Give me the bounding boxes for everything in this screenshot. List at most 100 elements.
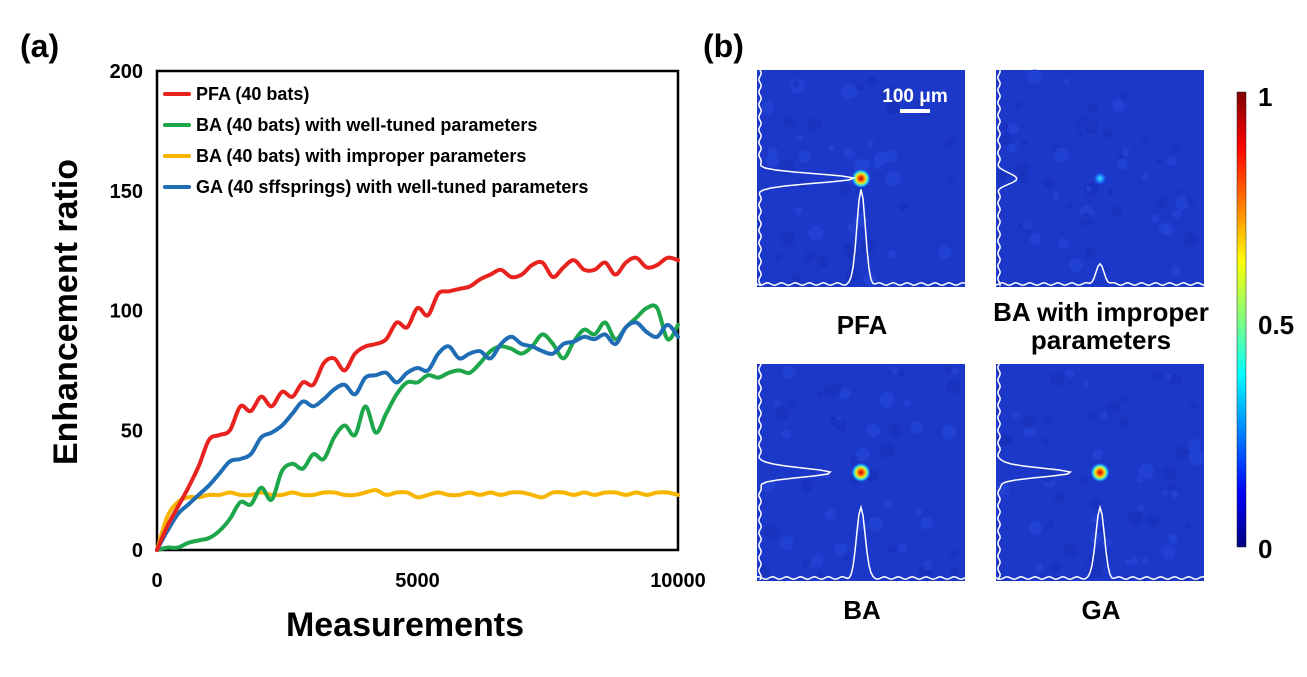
vertical-profile — [995, 262, 1205, 286]
speckle — [773, 399, 781, 407]
speckle — [845, 266, 861, 282]
intensity-maps — [756, 69, 1205, 581]
horizontal-profile — [997, 69, 1018, 287]
speckle — [812, 269, 819, 276]
speckle — [1112, 98, 1126, 112]
speckle — [808, 225, 824, 241]
speckle — [1150, 214, 1159, 223]
speckle — [890, 366, 899, 375]
speckle — [787, 399, 797, 409]
colorbar-label-max: 1 — [1258, 82, 1272, 112]
speckle — [1130, 556, 1139, 565]
speckle — [1173, 189, 1181, 196]
speckle — [1184, 521, 1192, 529]
speckle — [767, 146, 779, 157]
speckle — [884, 149, 898, 163]
speckle — [920, 516, 934, 530]
x-tick-labels: 0 5000 10000 — [151, 570, 705, 592]
scale-bar: 100 μm — [882, 86, 948, 113]
speckle — [879, 392, 895, 408]
speckle — [996, 170, 1008, 182]
speckle — [868, 516, 884, 532]
caption-pfa: PFA — [837, 310, 888, 340]
speckle — [915, 508, 923, 516]
speckle — [1127, 510, 1143, 526]
y-tick-label: 50 — [121, 420, 143, 442]
vertical-profile — [756, 504, 966, 580]
speckle — [1007, 143, 1017, 153]
line-chart: 0 50 100 150 200 0 5000 10000 PFA (40 bats) BA … — [47, 61, 706, 644]
speckle — [1121, 147, 1131, 157]
speckle — [910, 420, 924, 434]
speckle — [946, 379, 961, 395]
speckle — [1076, 116, 1087, 127]
speckle — [1041, 437, 1050, 446]
y-tick-labels: 0 50 100 150 200 — [110, 61, 143, 562]
speckle — [888, 423, 903, 438]
speckle — [1120, 92, 1127, 100]
speckle — [1142, 557, 1149, 565]
speckle — [1028, 521, 1043, 535]
speckle — [838, 182, 852, 196]
speckle — [887, 545, 896, 554]
speckle — [1053, 491, 1065, 503]
legend-label-0: PFA (40 bats) — [196, 84, 309, 104]
speckle — [839, 387, 852, 400]
speckle — [1053, 147, 1069, 163]
speckle — [1136, 476, 1144, 484]
horizontal-profile — [758, 363, 832, 581]
legend: PFA (40 bats) BA (40 bats) with well-tune… — [163, 84, 588, 197]
speckle — [855, 82, 865, 92]
speckle — [846, 248, 859, 261]
speckle — [828, 144, 836, 152]
speckle — [885, 101, 899, 114]
speckle — [1084, 247, 1096, 259]
speckle — [997, 433, 1011, 447]
speckle — [879, 444, 895, 459]
colorbar-label-mid: 0.5 — [1258, 310, 1294, 340]
speckle — [1052, 192, 1060, 200]
speckle — [817, 571, 824, 578]
speckle — [784, 116, 795, 128]
speckle — [914, 100, 922, 108]
speckle — [816, 391, 825, 399]
speckle — [823, 385, 837, 398]
speckle — [1171, 142, 1181, 151]
speckle — [1183, 232, 1199, 248]
speckle — [1111, 206, 1123, 217]
speckle — [1089, 498, 1102, 511]
speckle — [1007, 123, 1019, 135]
colorbar: 1 0.5 0 — [1236, 82, 1294, 564]
speckle — [1085, 185, 1092, 192]
speckle — [774, 406, 789, 421]
focus-spot — [1093, 171, 1107, 186]
colorbar-label-min: 0 — [1258, 534, 1272, 564]
speckle — [1043, 415, 1053, 426]
speckle — [1082, 380, 1090, 388]
speckle — [1187, 438, 1201, 452]
speckle — [1015, 162, 1030, 176]
speckle — [885, 170, 901, 186]
speckle — [1170, 490, 1179, 499]
caption-ba-improper-line2: parameters — [1031, 325, 1171, 355]
speckle — [843, 554, 852, 563]
speckle — [791, 272, 802, 284]
speckle — [1102, 128, 1112, 138]
speckle — [1043, 177, 1056, 189]
speckle — [810, 554, 824, 567]
speckle — [1120, 396, 1127, 403]
speckle — [1168, 533, 1178, 544]
speckle — [1167, 155, 1177, 166]
speckle — [922, 560, 933, 571]
intensity-map-0 — [756, 69, 966, 287]
speckle — [1151, 369, 1163, 381]
speckle — [794, 206, 804, 215]
caption-ga: GA — [1082, 595, 1121, 625]
speckle — [1141, 172, 1150, 182]
intensity-map-1 — [995, 69, 1205, 287]
y-tick-label: 100 — [110, 301, 143, 323]
speckle — [1087, 102, 1099, 114]
speckle — [1020, 139, 1028, 147]
speckle — [1162, 224, 1175, 236]
speckle — [835, 419, 847, 432]
